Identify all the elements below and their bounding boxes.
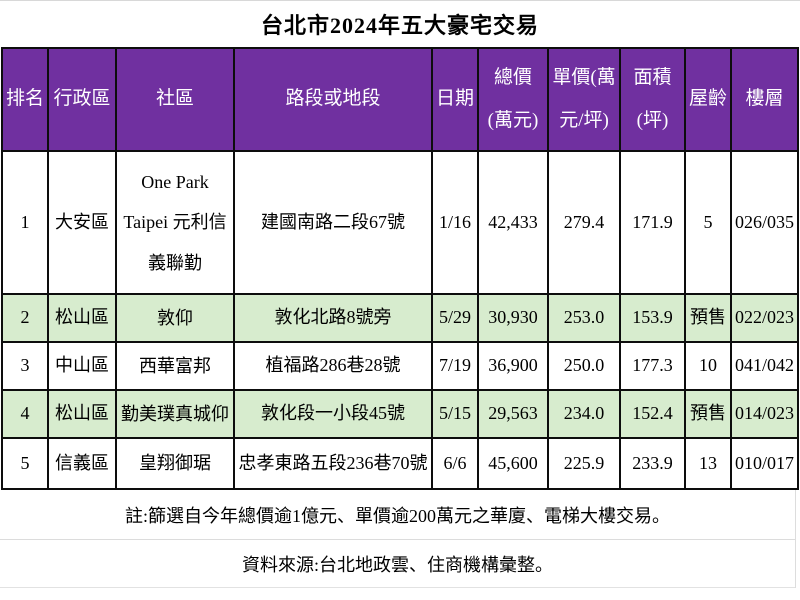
- cell-location: 植福路286巷28號: [233, 341, 433, 391]
- cell-community: 敦仰: [115, 293, 235, 343]
- cell-community: One Park Taipei 元利信義聯勤: [115, 150, 235, 295]
- cell-area: 233.9: [619, 437, 686, 490]
- header-line: 社區: [155, 88, 194, 110]
- cell-rank: 1: [1, 150, 49, 295]
- table-row-2: 2 松山區 敦仰 敦化北路8號旁 5/29 30,930 253.0 153.9…: [1, 293, 799, 343]
- cell-age: 10: [684, 341, 732, 391]
- cell-total-price: 42,433: [477, 150, 549, 295]
- cell-rank: 4: [1, 389, 49, 439]
- cell-unit-price: 234.0: [547, 389, 621, 439]
- page-title: 台北市2024年五大豪宅交易: [260, 13, 539, 38]
- cell-unit-price: 279.4: [547, 150, 621, 295]
- cell-unit-price: 253.0: [547, 293, 621, 343]
- cell-age: 5: [684, 150, 732, 295]
- cell-floor: 026/035: [730, 150, 799, 295]
- cell-total-price: 36,900: [477, 341, 549, 391]
- header-row: 排名 行政區 社區 路段或地段 日期 總價 (萬元) 單價(萬元/坪) 面積 (坪)…: [1, 47, 799, 152]
- table-footer: 註:篩選自今年總價逾1億元、單價逾200萬元之華廈、電梯大樓交易。 資料來源:台…: [0, 490, 796, 588]
- header-line: 日期: [435, 88, 474, 110]
- cell-date: 5/29: [431, 293, 479, 343]
- cell-district: 松山區: [47, 293, 117, 343]
- cell-area: 153.9: [619, 293, 686, 343]
- cell-district: 松山區: [47, 389, 117, 439]
- header-line: 單價(萬: [552, 66, 616, 88]
- header-line: 路段或地段: [285, 88, 381, 110]
- cell-date: 1/16: [431, 150, 479, 295]
- col-header-community: 社區: [115, 47, 235, 152]
- cell-location: 忠孝東路五段236巷70號: [233, 437, 433, 490]
- cell-district: 中山區: [47, 341, 117, 391]
- table-row-5: 5 信義區 皇翔御琚 忠孝東路五段236巷70號 6/6 45,600 225.…: [1, 437, 799, 490]
- header-line: (萬元): [487, 109, 539, 131]
- header-line: 屋齡: [688, 88, 727, 110]
- cell-date: 6/6: [431, 437, 479, 490]
- cell-unit-price: 225.9: [547, 437, 621, 490]
- header-line: 排名: [5, 88, 44, 110]
- table-row-3: 3 中山區 西華富邦 植福路286巷28號 7/19 36,900 250.0 …: [1, 341, 799, 391]
- col-header-floor: 樓層: [730, 47, 799, 152]
- cell-community: 皇翔御琚: [115, 437, 235, 490]
- cell-rank: 3: [1, 341, 49, 391]
- filter-note: 註:篩選自今年總價逾1億元、單價逾200萬元之華廈、電梯大樓交易。: [0, 490, 795, 540]
- transactions-table: 排名 行政區 社區 路段或地段 日期 總價 (萬元) 單價(萬元/坪) 面積 (坪)…: [1, 47, 799, 490]
- cell-date: 7/19: [431, 341, 479, 391]
- cell-location: 敦化段一小段45號: [233, 389, 433, 439]
- cell-floor: 014/023: [730, 389, 799, 439]
- cell-community: 勤美璞真城仰: [115, 389, 235, 439]
- col-header-district: 行政區: [47, 47, 117, 152]
- header-line: 行政區: [53, 88, 111, 110]
- cell-area: 152.4: [619, 389, 686, 439]
- cell-age: 預售: [684, 293, 732, 343]
- cell-area: 171.9: [619, 150, 686, 295]
- col-header-area: 面積 (坪): [619, 47, 686, 152]
- header-line: 樓層: [745, 88, 784, 110]
- cell-floor: 041/042: [730, 341, 799, 391]
- col-header-date: 日期: [431, 47, 479, 152]
- cell-area: 177.3: [619, 341, 686, 391]
- data-source: 資料來源:台北地政雲、住商機構彙整。: [0, 540, 795, 588]
- cell-age: 預售: [684, 389, 732, 439]
- cell-location: 敦化北路8號旁: [233, 293, 433, 343]
- cell-unit-price: 250.0: [547, 341, 621, 391]
- cell-rank: 5: [1, 437, 49, 490]
- col-header-total-price: 總價 (萬元): [477, 47, 549, 152]
- col-header-rank: 排名: [1, 47, 49, 152]
- header-line: 總價: [493, 66, 532, 88]
- table-row-1: 1 大安區 One Park Taipei 元利信義聯勤 建國南路二段67號 1…: [1, 150, 799, 295]
- cell-total-price: 30,930: [477, 293, 549, 343]
- cell-date: 5/15: [431, 389, 479, 439]
- cell-rank: 2: [1, 293, 49, 343]
- cell-location: 建國南路二段67號: [233, 150, 433, 295]
- table-row-4: 4 松山區 勤美璞真城仰 敦化段一小段45號 5/15 29,563 234.0…: [1, 389, 799, 439]
- cell-total-price: 29,563: [477, 389, 549, 439]
- cell-total-price: 45,600: [477, 437, 549, 490]
- cell-floor: 010/017: [730, 437, 799, 490]
- col-header-location: 路段或地段: [233, 47, 433, 152]
- header-line: 元/坪): [559, 109, 609, 131]
- cell-age: 13: [684, 437, 732, 490]
- cell-district: 信義區: [47, 437, 117, 490]
- col-header-age: 屋齡: [684, 47, 732, 152]
- cell-community: 西華富邦: [115, 341, 235, 391]
- header-line: (坪): [636, 109, 669, 131]
- cell-district: 大安區: [47, 150, 117, 295]
- cell-floor: 022/023: [730, 293, 799, 343]
- col-header-unit-price: 單價(萬元/坪): [547, 47, 621, 152]
- header-line: 面積: [633, 66, 672, 88]
